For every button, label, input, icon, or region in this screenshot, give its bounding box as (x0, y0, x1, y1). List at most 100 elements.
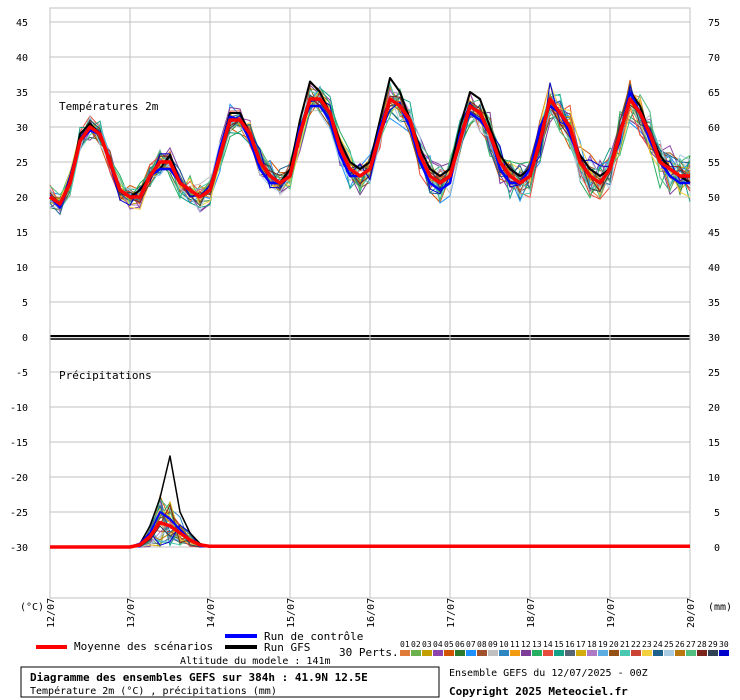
title-box (20, 666, 440, 698)
perturbation-number: 16 (565, 640, 575, 649)
perturbation-swatch (675, 650, 685, 656)
perturbation-number: 27 (686, 640, 696, 649)
x-tick-label: 20/07 (686, 598, 697, 628)
temperature-panel-label: Températures 2m (59, 100, 159, 113)
perturbation-swatch (477, 650, 487, 656)
perturbation-number: 29 (708, 640, 718, 649)
perturbation-number: 10 (499, 640, 509, 649)
left-tick-label: 10 (16, 263, 28, 274)
perturbation-swatch (697, 650, 707, 656)
perturbation-temp-line (49, 82, 691, 213)
perturbation-number: 02 (411, 640, 421, 649)
right-tick-label: 70 (708, 53, 720, 64)
right-tick-label: 30 (708, 333, 720, 344)
left-tick-label: -5 (16, 368, 28, 379)
perturbation-swatch (422, 650, 432, 656)
perturbation-number: 12 (521, 640, 531, 649)
perturbation-swatch (466, 650, 476, 656)
perturbation-number: 21 (620, 640, 630, 649)
chart-title: Diagramme des ensembles GEFS sur 384h : … (30, 671, 368, 684)
series-lines (48, 77, 691, 549)
right-tick-label: 60 (708, 123, 720, 134)
perturbation-swatch (565, 650, 575, 656)
left-tick-label: -20 (10, 473, 28, 484)
perturbation-number: 13 (532, 640, 542, 649)
left-axis-unit: (°C) (20, 602, 44, 613)
perturbation-swatch (532, 650, 542, 656)
left-tick-label: 25 (16, 158, 28, 169)
left-tick-label: -10 (10, 403, 28, 414)
perturbation-swatch (543, 650, 553, 656)
perturbation-number: 20 (609, 640, 619, 649)
perturbation-swatch (554, 650, 564, 656)
left-tick-label: 20 (16, 193, 28, 204)
right-tick-label: 15 (708, 438, 720, 449)
perturbation-swatch (609, 650, 619, 656)
perturbation-swatch (620, 650, 630, 656)
perturbation-number: 05 (444, 640, 454, 649)
perturbation-number: 08 (477, 640, 487, 649)
right-axis-unit: (mm) (708, 602, 732, 613)
perturbation-swatch (488, 650, 498, 656)
grid-lines (49, 7, 691, 599)
right-tick-label: 40 (708, 263, 720, 274)
perturbation-number: 09 (488, 640, 498, 649)
perturbations-legend-label: 30 Perts. (339, 646, 399, 659)
right-tick-label: 35 (708, 298, 720, 309)
perturbation-number: 18 (587, 640, 597, 649)
perturbation-swatch (455, 650, 465, 656)
perturbation-swatch (576, 650, 586, 656)
right-tick-label: 45 (708, 228, 720, 239)
perturbation-number: 25 (664, 640, 674, 649)
left-tick-label: 30 (16, 123, 28, 134)
perturbation-swatch (400, 650, 410, 656)
mean-temp-line (48, 97, 690, 206)
x-tick-label: 16/07 (366, 598, 377, 628)
right-tick-label: 25 (708, 368, 720, 379)
right-tick-label: 5 (714, 508, 720, 519)
mean-legend-label: Moyenne des scénarios (74, 640, 213, 653)
right-tick-label: 75 (708, 18, 720, 29)
run-info: Ensemble GEFS du 12/07/2025 - 00Z (449, 668, 648, 679)
perturbation-number: 11 (510, 640, 520, 649)
perturbation-number: 24 (653, 640, 663, 649)
x-tick-label: 13/07 (126, 598, 137, 628)
perturbation-number: 19 (598, 640, 608, 649)
left-tick-label: 45 (16, 18, 28, 29)
perturbation-swatch (598, 650, 608, 656)
perturbation-number: 30 (719, 640, 729, 649)
perturbation-number: 22 (631, 640, 641, 649)
perturbation-swatch (686, 650, 696, 656)
perturbation-swatch (411, 650, 421, 656)
right-tick-label: 0 (714, 543, 720, 554)
perturbation-number: 17 (576, 640, 586, 649)
right-tick-label: 65 (708, 88, 720, 99)
perturbation-swatch (719, 650, 729, 656)
perturbation-swatch (521, 650, 531, 656)
perturbation-number: 06 (455, 640, 465, 649)
perturbation-swatch (499, 650, 509, 656)
perturbation-legend: 01 02 03 04 05 06 07 08 09 10 11 12 13 14 15 16 17 18 19 20… (400, 640, 729, 656)
left-tick-label: 0 (22, 333, 28, 344)
perturbation-swatch (642, 650, 652, 656)
perturbation-number: 23 (642, 640, 652, 649)
perturbation-number: 28 (697, 640, 707, 649)
right-tick-label: 20 (708, 403, 720, 414)
perturbation-swatch (444, 650, 454, 656)
left-tick-label: 15 (16, 228, 28, 239)
perturbation-swatch (653, 650, 663, 656)
x-tick-label: 14/07 (206, 598, 217, 628)
perturbation-number: 14 (543, 640, 553, 649)
perturbation-swatch (510, 650, 520, 656)
gfs-legend-label: Run GFS (264, 641, 310, 654)
perturbation-swatch (433, 650, 443, 656)
x-tick-label: 19/07 (606, 598, 617, 628)
left-tick-label: 35 (16, 88, 28, 99)
left-tick-label: 5 (22, 298, 28, 309)
left-tick-label: 40 (16, 53, 28, 64)
perturbation-number: 03 (422, 640, 432, 649)
copyright: Copyright 2025 Meteociel.fr (449, 685, 628, 698)
altitude-label: Altitude du modele : 141m (180, 656, 331, 667)
perturbation-swatch (631, 650, 641, 656)
